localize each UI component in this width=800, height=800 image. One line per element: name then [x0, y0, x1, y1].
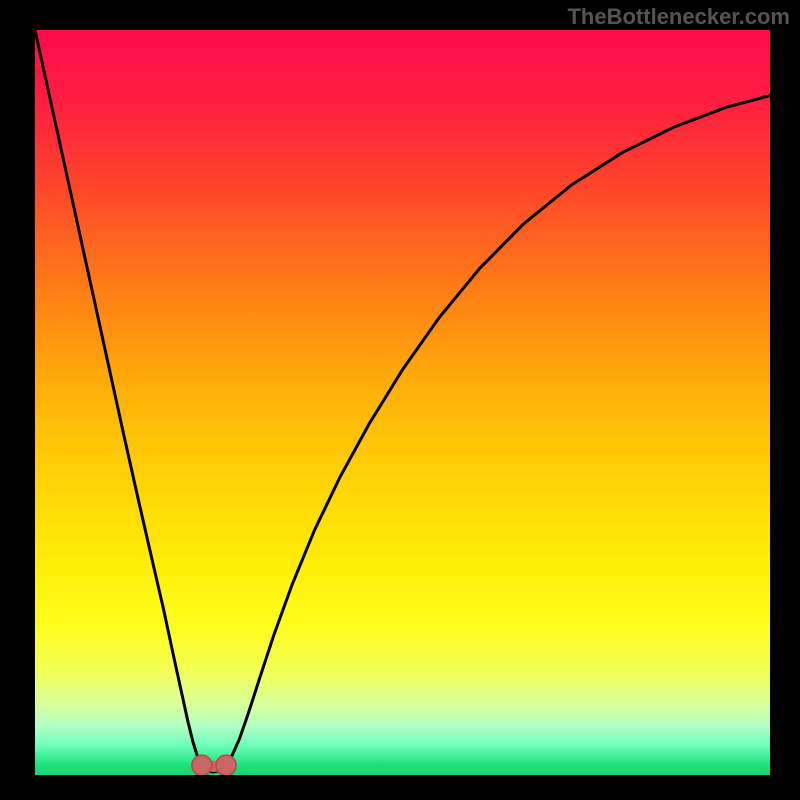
plot-area: [35, 30, 770, 775]
bottleneck-curve: [35, 30, 770, 772]
watermark-text: TheBottlenecker.com: [567, 4, 790, 30]
chart-svg: [35, 30, 770, 775]
marker-dot-right: [216, 755, 236, 775]
marker-dot-left: [192, 755, 212, 775]
